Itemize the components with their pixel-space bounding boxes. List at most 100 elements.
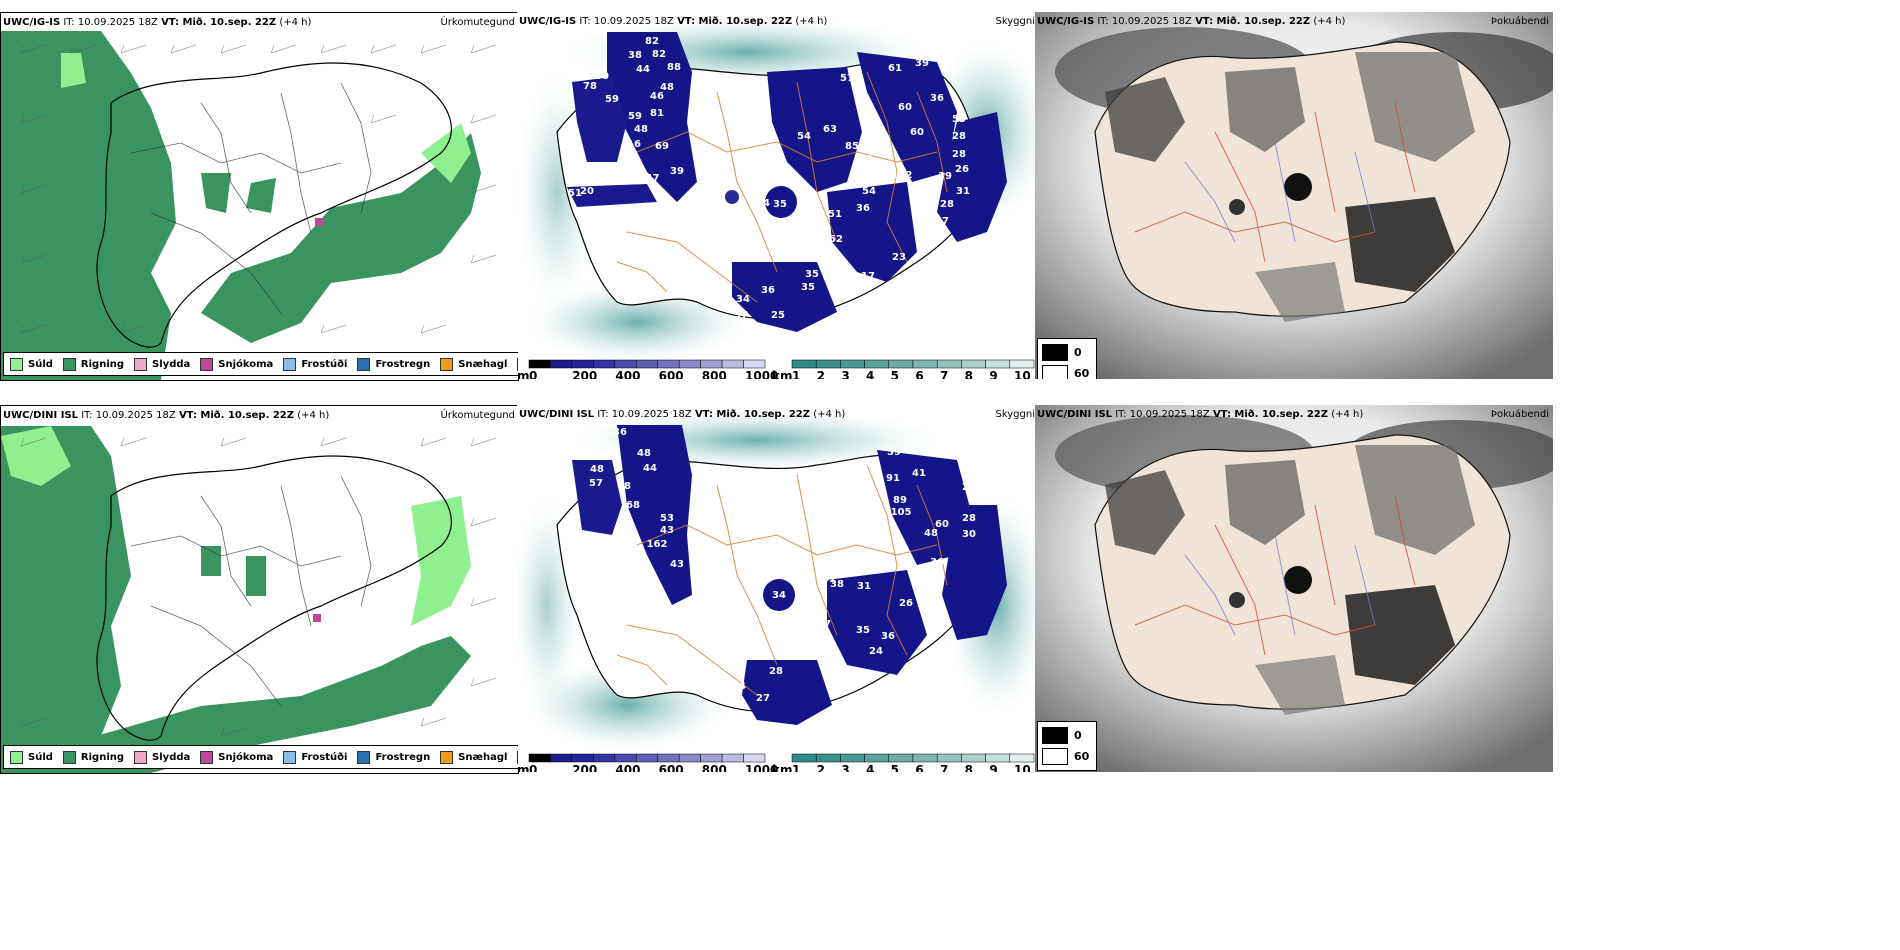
cloud-base-label: 57 [840,73,854,84]
cloud-base-label: 28 [940,199,954,210]
legend-item: Snæhagl [440,750,508,764]
cloud-base-label: 69 [655,141,669,152]
cloud-base-label: 82 [645,36,659,47]
colorbar-swatch [815,753,841,763]
cloud-base-label: 48 [924,528,938,539]
cloud-base-label: 57 [734,310,748,321]
colorbar-tick-label: 2 [816,763,826,772]
cloud-base-label: 39 [938,171,952,182]
cloud-base-label: 46 [650,91,664,102]
colorbar-tick-label: 1 [792,369,801,379]
colorbar-tick-label: 0 [529,763,538,772]
legend-swatch [283,750,297,764]
cloud-base-label: 20 [580,186,594,197]
legend-item: Snjókoma [200,357,274,371]
panel-title: UWC/IG-IS IT: 10.09.2025 18Z VT: Mið. 10… [519,16,828,27]
colorbar-swatch [657,753,680,763]
height-colorbar-swatches [528,359,766,369]
colorbar-tick-label: 3 [841,369,850,379]
colorbar-tick-label: 9 [989,763,998,772]
colorbar-swatch [593,359,616,369]
colorbar-swatch [840,753,865,763]
cloud-base-label: 60 [935,519,949,530]
cloud-base-label: 35 [801,282,815,293]
cloud-base-label: 39 [670,166,684,177]
legend-swatch [283,357,297,371]
legend-label: Snjókoma [218,358,274,370]
panel-title: UWC/DINI ISL IT: 10.09.2025 18Z VT: Mið.… [519,409,846,420]
cloud-base-label: 48 [590,464,604,475]
colorbar-swatch [864,359,890,369]
legend-swatch [517,357,518,371]
colorbar-swatch [657,359,680,369]
colorbar-swatch [528,359,551,369]
cloud-base-label: 34 [732,681,746,692]
cloud-base-label: 25 [771,310,785,321]
cloud-base-label: 147 [639,173,660,184]
cloud-base-label: 31 [857,581,871,592]
panel-parameter: Úrkomutegund [440,17,515,28]
cloud-base-label: 44 [636,64,650,75]
cloud-base-label: 29 [859,154,873,165]
legend-label: Frostúði [301,358,348,370]
cloud-base-label: 35 [773,199,787,210]
legend-item: Frostregn [357,750,431,764]
cloud-base-label: 52 [879,165,893,176]
legend-label: Frostregn [375,751,431,763]
colorbar-tick-label: 2 [816,369,826,379]
legend-item: Snæhagl [440,357,507,371]
colorbar-swatch [936,359,962,369]
legend-label: Rigning [80,751,125,763]
colorbar-swatch [936,753,962,763]
height-colorbar: m 0 200 400 600 800 1000 [517,355,778,379]
colorbar-tick-label: 8 [964,369,974,379]
cloud-base-label: 63 [823,124,837,135]
visibility-colorbar-unit: km [772,763,793,772]
fog-index-legend-swatch [1042,365,1068,379]
colorbar-swatch [961,753,986,763]
legend-item: Slydda [134,750,190,764]
cloud-base-label: 28 [952,131,966,142]
colorbar-tick-label: 5 [890,763,900,772]
legend-label: Súld [28,751,53,763]
colorbar-swatch [571,359,594,369]
cloud-base-label: 36 [856,203,870,214]
visibility-colorbar: km 1 2 3 4 5 6 7 8 9 10 [772,355,1035,379]
cloud-base-label: 41 [912,468,926,479]
colorbar-tick-label: 400 [615,369,641,379]
legend-label: Frostregn [375,358,431,370]
cloud-base-label: 38 [830,579,844,590]
cloud-base-label: 25 [914,210,928,221]
legend-label: Snæhagl [458,751,508,763]
colorbar-swatch [888,753,914,763]
cloud-base-label: 82 [652,49,666,60]
legend-item: Súld [10,750,53,764]
cloud-base-label: 47 [817,619,831,630]
cloud-base-label: 23 [892,252,906,263]
colorbar-tick-label: 800 [701,763,727,772]
legend-item: Slydda [134,357,190,371]
cloud-base-label: 49 [786,506,800,517]
legend-item: Frostregn [357,357,431,371]
fog-index-panel-top: UWC/IG-IS IT: 10.09.2025 18Z VT: Mið. 10… [1035,12,1553,379]
cloud-base-label: 47 [606,444,620,455]
cloud-base-label: 60 [898,102,912,113]
legend-item: Rigning [62,357,124,371]
precip-type-legend: Súld Rigning Slydda Snjókoma Frostúði Frostre… [3,745,518,769]
legend-item: Haglél [517,750,518,764]
cloud-base-label: 39 [915,58,929,69]
cloud-base-label: 26 [955,164,969,175]
legend-item: Haglél [517,357,518,371]
legend-item: Frostúði [283,750,347,764]
cloud-base-label: 30 [962,529,976,540]
cloud-base-label: 55 [952,114,966,125]
colorbar-swatch [678,359,701,369]
height-colorbar: m 0 200 400 600 800 1000 [517,749,778,772]
cloud-base-label: 29 [934,608,948,619]
legend-swatch [440,357,454,371]
visibility-colorbar: km 1 2 3 4 5 6 7 8 9 10 [772,749,1035,772]
fog-index-panel-bottom: UWC/DINI ISL IT: 10.09.2025 18Z VT: Mið.… [1035,405,1553,772]
colorbar-tick-label: 5 [890,369,900,379]
